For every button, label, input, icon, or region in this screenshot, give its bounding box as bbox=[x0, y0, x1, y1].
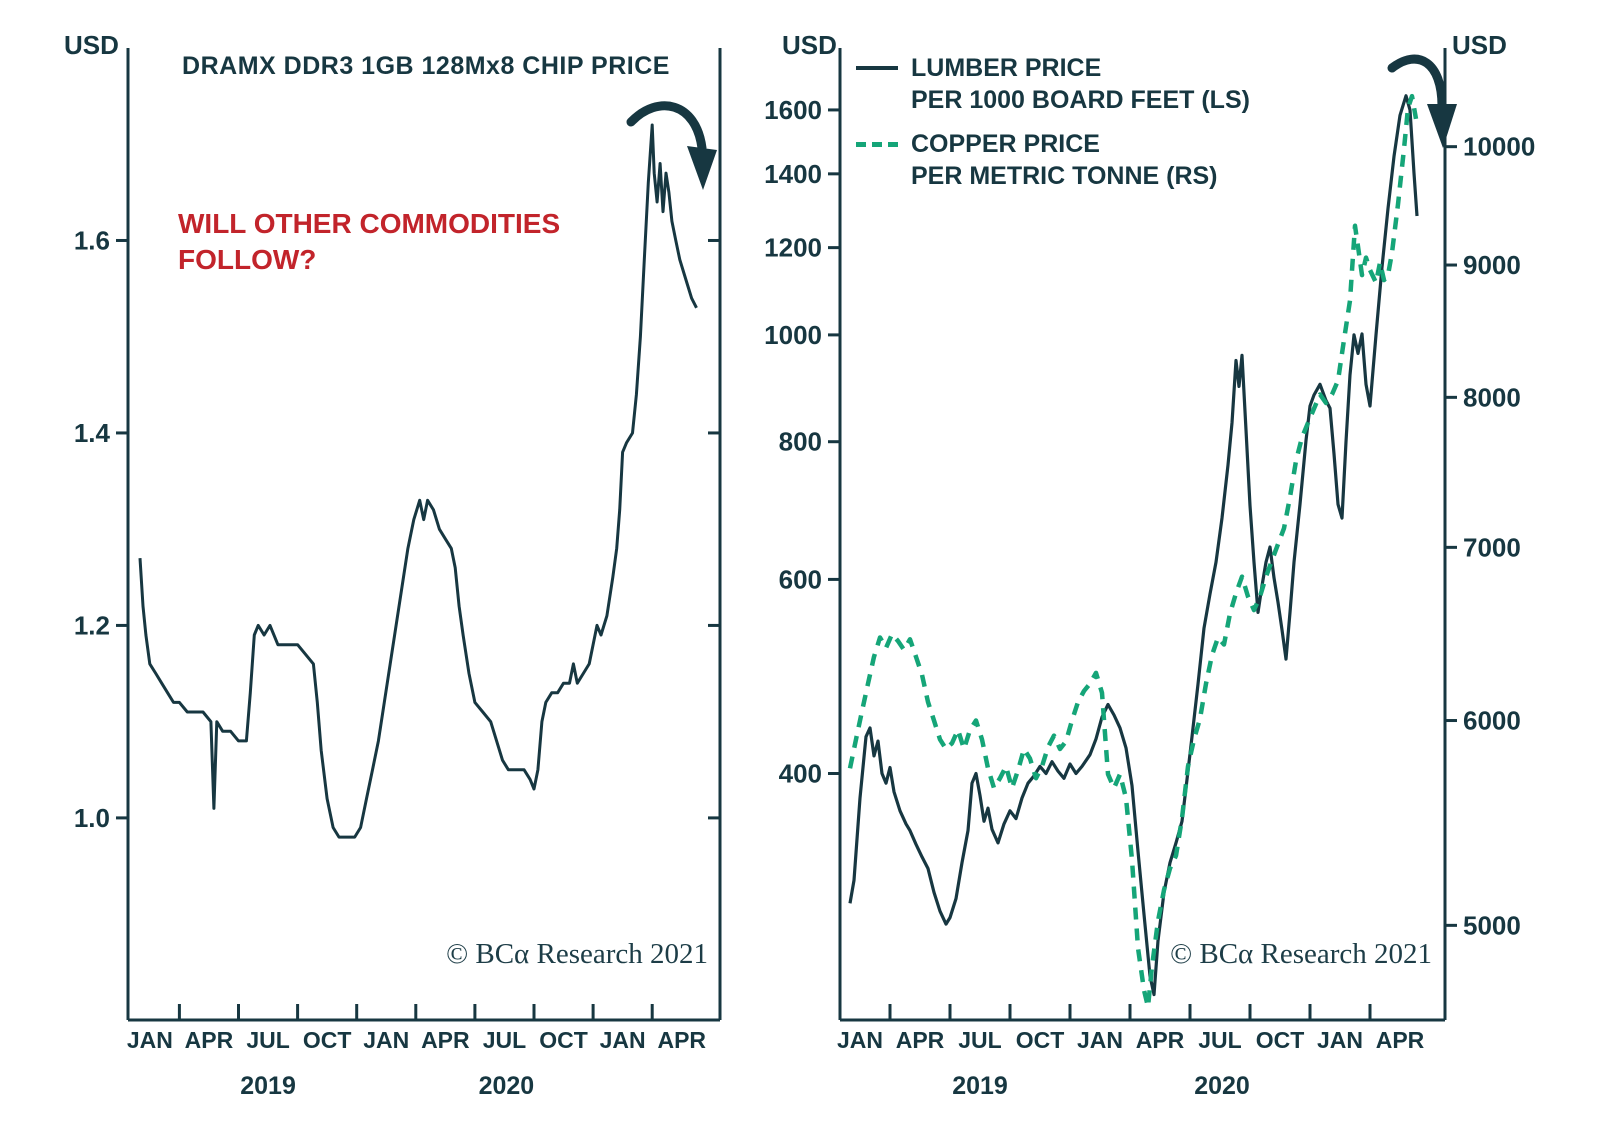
trend-arrow bbox=[1387, 54, 1447, 111]
y-axis-tick-label: 800 bbox=[779, 427, 822, 457]
x-axis-year-label: 2019 bbox=[240, 1072, 296, 1100]
trend-arrow bbox=[626, 101, 707, 153]
y-axis-tick-label: 1000 bbox=[764, 320, 822, 350]
x-axis-month-label: OCT bbox=[1016, 1027, 1065, 1053]
legend-entry-copper: COPPER PRICE PER METRIC TONNE (RS) bbox=[856, 128, 1250, 192]
x-axis-month-label: OCT bbox=[303, 1027, 352, 1053]
left-chart-y-axis-unit: USD bbox=[64, 30, 119, 60]
annotation-line-1: WILL OTHER COMMODITIES bbox=[178, 208, 561, 239]
right-chart-right-axis-unit: USD bbox=[1452, 30, 1507, 60]
lumber-price-line bbox=[848, 94, 1419, 997]
x-axis-month-label: OCT bbox=[1256, 1027, 1305, 1053]
left-chart-title: DRAMX DDR3 1GB 128Mx8 CHIP PRICE bbox=[182, 52, 670, 80]
lumber-legend-line-1: LUMBER PRICE bbox=[911, 54, 1102, 82]
y-axis-tick-label: 1.0 bbox=[74, 803, 110, 833]
x-axis-month-label: JUL bbox=[246, 1027, 289, 1053]
right-chart-legend: LUMBER PRICE PER 1000 BOARD FEET (LS) CO… bbox=[856, 52, 1250, 192]
y-axis-tick-label: 1.2 bbox=[74, 610, 110, 640]
x-axis-month-label: APR bbox=[657, 1027, 706, 1053]
x-axis-month-label: APR bbox=[1136, 1027, 1185, 1053]
y-axis-tick-label: 1600 bbox=[764, 95, 822, 125]
right-axis-tick-label: 6000 bbox=[1463, 706, 1521, 736]
x-axis-month-label: JUL bbox=[1198, 1027, 1241, 1053]
x-axis-month-label: JAN bbox=[363, 1027, 409, 1053]
right-axis-tick-label: 8000 bbox=[1463, 382, 1521, 412]
right-chart-left-axis-unit: USD bbox=[782, 30, 837, 60]
bca-research-watermark: © BCα Research 2021 bbox=[1170, 938, 1432, 970]
x-axis-month-label: JAN bbox=[600, 1027, 646, 1053]
lumber-line-swatch bbox=[856, 66, 898, 70]
right-axis-tick-label: 7000 bbox=[1463, 532, 1521, 562]
x-axis-month-label: JAN bbox=[837, 1027, 883, 1053]
y-axis-tick-label: 1400 bbox=[764, 159, 822, 189]
x-axis-month-label: APR bbox=[421, 1027, 470, 1053]
commodities-follow-annotation: WILL OTHER COMMODITIES FOLLOW? bbox=[178, 206, 560, 279]
copper-legend-line-1: COPPER PRICE bbox=[911, 130, 1100, 158]
x-axis-year-label: 2020 bbox=[479, 1072, 535, 1100]
annotation-line-2: FOLLOW? bbox=[178, 244, 317, 276]
copper-dashed-line-swatch bbox=[856, 142, 898, 147]
x-axis-month-label: APR bbox=[896, 1027, 945, 1053]
x-axis-month-label: JUL bbox=[958, 1027, 1001, 1053]
copper-legend-line-2: PER METRIC TONNE (RS) bbox=[911, 162, 1218, 190]
y-axis-tick-label: 1.4 bbox=[74, 418, 111, 448]
x-axis-month-label: JAN bbox=[1317, 1027, 1363, 1053]
x-axis-month-label: JAN bbox=[1077, 1027, 1123, 1053]
copper-price-line bbox=[847, 93, 1419, 1010]
right-axis-tick-label: 10000 bbox=[1463, 132, 1535, 162]
lumber-legend-line-2: PER 1000 BOARD FEET (LS) bbox=[911, 86, 1250, 114]
right-axis-tick-label: 9000 bbox=[1463, 250, 1521, 280]
y-axis-tick-label: 600 bbox=[779, 564, 822, 594]
x-axis-year-label: 2019 bbox=[952, 1072, 1008, 1100]
trend-arrow-head bbox=[1427, 104, 1457, 148]
x-axis-year-label: 2020 bbox=[1194, 1072, 1250, 1100]
x-axis-month-label: JUL bbox=[483, 1027, 526, 1053]
x-axis-month-label: APR bbox=[1376, 1027, 1425, 1053]
legend-entry-lumber: LUMBER PRICE PER 1000 BOARD FEET (LS) bbox=[856, 52, 1250, 116]
x-axis-month-label: JAN bbox=[127, 1027, 173, 1053]
x-axis-month-label: OCT bbox=[539, 1027, 588, 1053]
trend-arrow-head bbox=[687, 146, 717, 190]
dram-price-line bbox=[138, 123, 698, 839]
y-axis-tick-label: 400 bbox=[779, 758, 822, 788]
bca-research-watermark: © BCα Research 2021 bbox=[446, 938, 708, 970]
y-axis-tick-label: 1200 bbox=[764, 233, 822, 263]
y-axis-tick-label: 1.6 bbox=[74, 225, 110, 255]
right-axis-tick-label: 5000 bbox=[1463, 910, 1521, 940]
x-axis-month-label: APR bbox=[185, 1027, 234, 1053]
